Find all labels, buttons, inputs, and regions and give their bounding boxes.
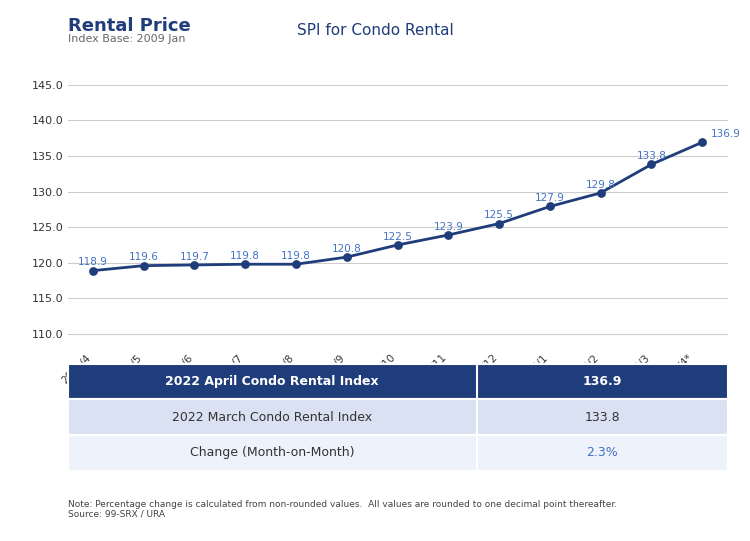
Text: Note: Percentage change is calculated from non-rounded values.  All values are r: Note: Percentage change is calculated fr…: [68, 500, 616, 510]
Text: 136.9: 136.9: [583, 375, 622, 388]
Text: 119.7: 119.7: [179, 252, 209, 262]
Point: [696, 138, 708, 147]
Point: [595, 189, 607, 197]
Point: [239, 260, 251, 268]
FancyBboxPatch shape: [68, 435, 728, 471]
Text: 127.9: 127.9: [535, 193, 565, 203]
Text: 118.9: 118.9: [78, 258, 108, 267]
FancyBboxPatch shape: [68, 364, 728, 399]
Text: 133.8: 133.8: [637, 151, 666, 161]
Text: Rental Price: Rental Price: [68, 17, 190, 35]
Point: [442, 230, 454, 239]
Point: [188, 261, 200, 269]
Text: 119.8: 119.8: [230, 251, 260, 261]
Point: [290, 260, 302, 268]
FancyBboxPatch shape: [68, 399, 728, 435]
Point: [493, 219, 505, 228]
Text: SPI for Condo Rental: SPI for Condo Rental: [296, 23, 453, 38]
Point: [544, 202, 556, 211]
Text: Source: 99-SRX / URA: Source: 99-SRX / URA: [68, 510, 164, 519]
Text: Index Base: 2009 Jan: Index Base: 2009 Jan: [68, 34, 185, 44]
Text: 2022 April Condo Rental Index: 2022 April Condo Rental Index: [165, 375, 379, 388]
Text: 122.5: 122.5: [382, 232, 412, 242]
Text: Change (Month-on-Month): Change (Month-on-Month): [190, 446, 354, 459]
Text: 129.8: 129.8: [586, 180, 616, 190]
Point: [645, 160, 657, 169]
Text: 136.9: 136.9: [711, 129, 741, 138]
Text: 2.3%: 2.3%: [586, 446, 618, 459]
Text: 133.8: 133.8: [584, 411, 620, 424]
Point: [392, 241, 404, 249]
Point: [138, 261, 150, 270]
Point: [87, 266, 99, 275]
Text: 123.9: 123.9: [433, 222, 464, 232]
Text: 2022 March Condo Rental Index: 2022 March Condo Rental Index: [172, 411, 372, 424]
Point: [340, 253, 352, 261]
Text: 119.8: 119.8: [281, 251, 311, 261]
Text: 120.8: 120.8: [332, 244, 362, 254]
Text: 125.5: 125.5: [484, 210, 514, 220]
Text: 119.6: 119.6: [129, 253, 158, 262]
